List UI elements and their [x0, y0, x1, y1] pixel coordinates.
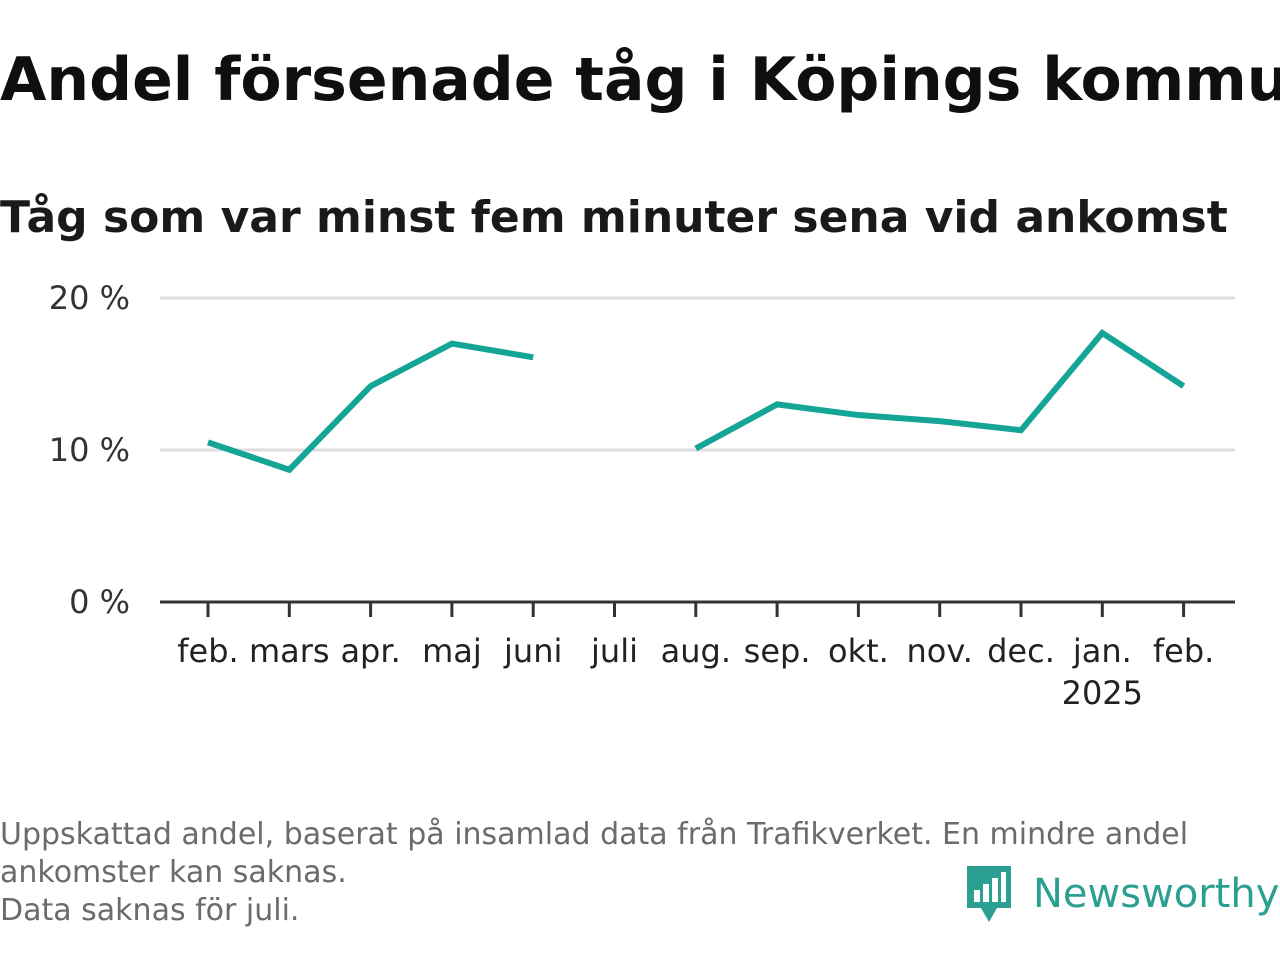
y-tick-label: 0 % [69, 583, 130, 621]
x-tick-label: juli [590, 632, 638, 670]
brand: Newsworthy [963, 862, 1279, 926]
x-tick-label: dec. [987, 632, 1055, 670]
x-tick-label: maj [422, 632, 482, 670]
x-tick-label: juni [503, 632, 562, 670]
x-tick-label: jan. [1072, 632, 1132, 670]
footnote: Uppskattad andel, baserat på insamlad da… [0, 816, 1188, 930]
chart-title: Andel försenade tåg i Köpings kommun [0, 45, 1280, 115]
footnote-line-3: Data saknas för juli. [0, 893, 300, 928]
series-line-segment [207, 340, 534, 474]
grid-lines [160, 296, 1235, 452]
x-tick-label: okt. [828, 632, 889, 670]
x-tick-label: mars [249, 632, 330, 670]
x-tick-label: nov. [906, 632, 972, 670]
y-tick-label: 20 % [49, 279, 130, 317]
newsworthy-logo-icon [967, 866, 1011, 922]
x-tick-label: aug. [661, 632, 731, 670]
x-tick-year-label: 2025 [1062, 674, 1143, 712]
x-axis-tick-labels: feb. mars apr. maj juni juli aug. sep. okt. nov. d… [177, 632, 1214, 712]
series-lines [207, 328, 1186, 474]
series-line-segment [694, 328, 1186, 452]
x-tick-label: apr. [340, 632, 400, 670]
footnote-line-1: Uppskattad andel, baserat på insamlad da… [0, 817, 1189, 852]
footnote-line-2: ankomster kan saknas. [0, 855, 347, 890]
x-tick-label: feb. [1153, 632, 1214, 670]
y-axis-tick-labels: 0 % 10 % 20 % [49, 279, 130, 621]
x-tick-label: feb. [177, 632, 238, 670]
brand-name: Newsworthy [1033, 871, 1280, 917]
x-tick-label: sep. [744, 632, 811, 670]
x-axis [160, 600, 1235, 617]
chart-subtitle: Tåg som var minst fem minuter sena vid a… [0, 192, 1228, 243]
y-tick-label: 10 % [49, 431, 130, 469]
